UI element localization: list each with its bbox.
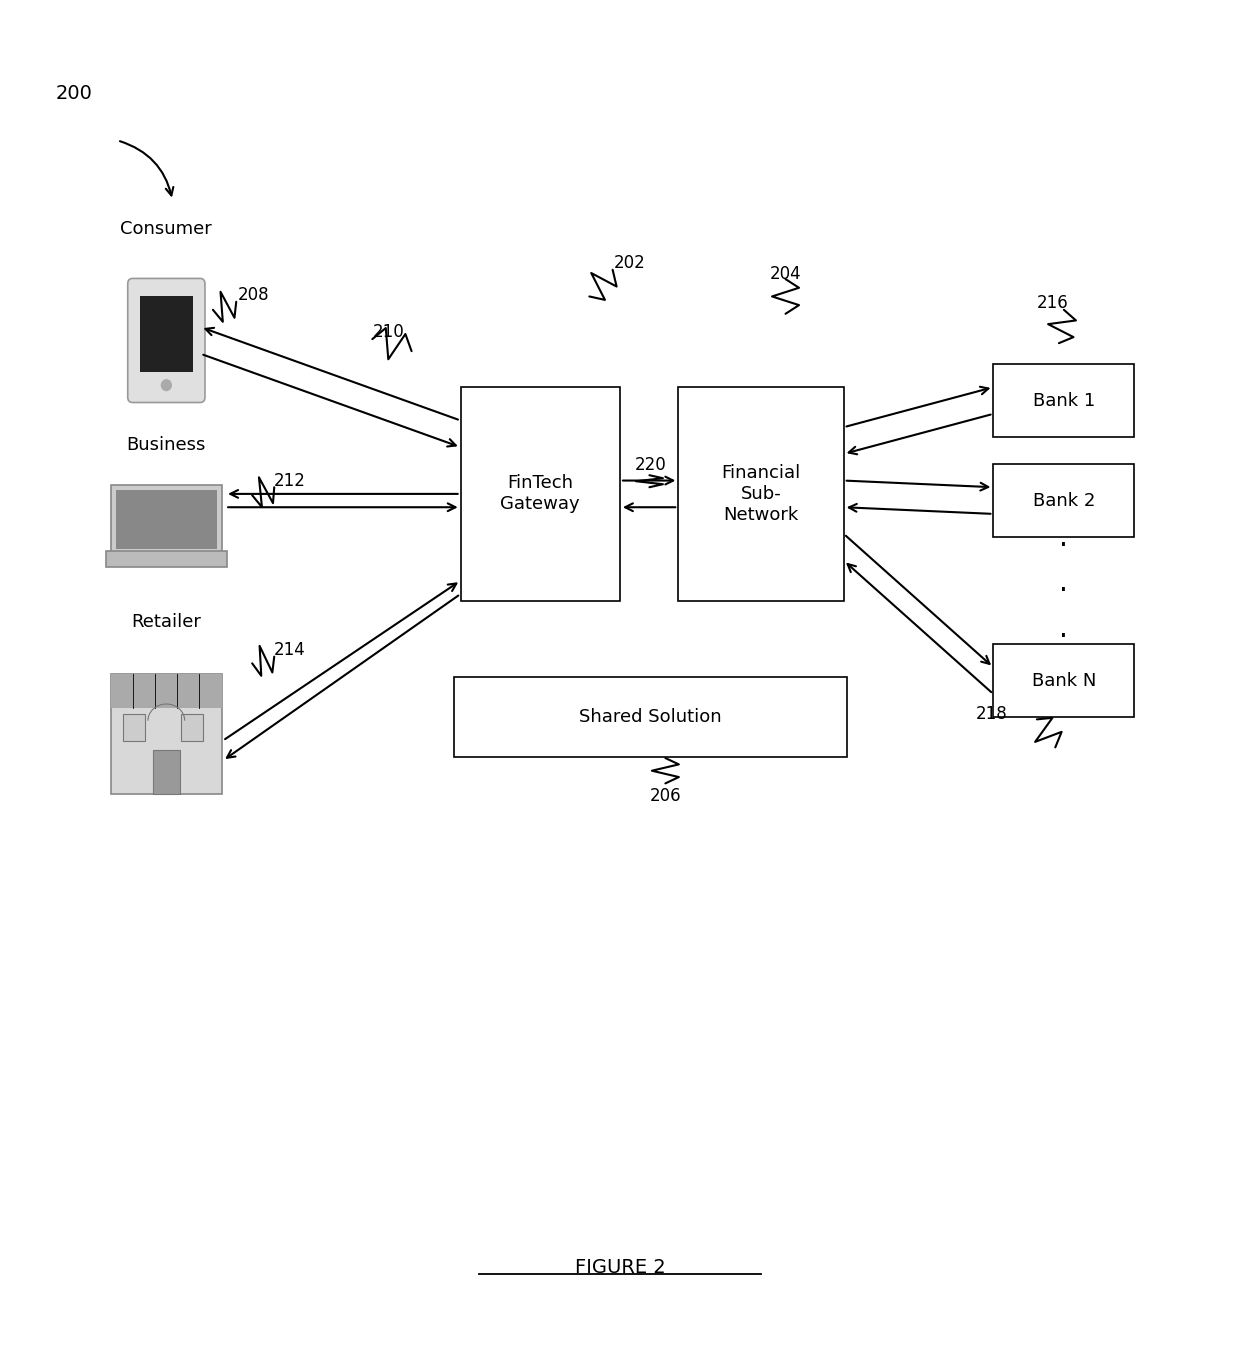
Text: 206: 206: [650, 787, 681, 805]
FancyBboxPatch shape: [993, 464, 1135, 538]
FancyBboxPatch shape: [460, 387, 620, 601]
Circle shape: [161, 380, 171, 391]
FancyBboxPatch shape: [455, 677, 847, 756]
Text: 204: 204: [770, 264, 801, 283]
Text: FinTech
Gateway: FinTech Gateway: [501, 474, 580, 514]
Bar: [112, 674, 222, 794]
Bar: [105, 551, 227, 568]
FancyBboxPatch shape: [993, 364, 1135, 437]
Bar: [112, 674, 222, 708]
Bar: [124, 714, 145, 740]
FancyBboxPatch shape: [993, 644, 1135, 717]
Text: Bank 1: Bank 1: [1033, 391, 1095, 410]
Bar: [181, 714, 203, 740]
Text: Shared Solution: Shared Solution: [579, 708, 722, 725]
Text: Consumer: Consumer: [120, 220, 212, 237]
Text: Retailer: Retailer: [131, 613, 201, 631]
Bar: [140, 295, 192, 372]
Bar: [117, 489, 217, 549]
Text: Bank N: Bank N: [1032, 671, 1096, 690]
Text: 208: 208: [237, 286, 269, 305]
Text: Bank 2: Bank 2: [1033, 492, 1095, 510]
Text: FIGURE 2: FIGURE 2: [574, 1258, 666, 1277]
Text: ·
·
·: · · ·: [1059, 531, 1069, 651]
Text: 220: 220: [635, 456, 667, 474]
Text: 214: 214: [274, 642, 306, 659]
Text: 216: 216: [1037, 294, 1069, 313]
FancyBboxPatch shape: [678, 387, 843, 601]
Bar: [112, 484, 222, 554]
Text: 218: 218: [976, 705, 1007, 723]
FancyBboxPatch shape: [128, 279, 205, 403]
Bar: [153, 749, 180, 794]
Text: 210: 210: [372, 324, 404, 341]
Text: Financial
Sub-
Network: Financial Sub- Network: [722, 464, 801, 523]
Text: 200: 200: [56, 84, 93, 104]
Text: 202: 202: [614, 253, 646, 272]
Text: 212: 212: [274, 472, 306, 489]
Text: Business: Business: [126, 435, 206, 454]
